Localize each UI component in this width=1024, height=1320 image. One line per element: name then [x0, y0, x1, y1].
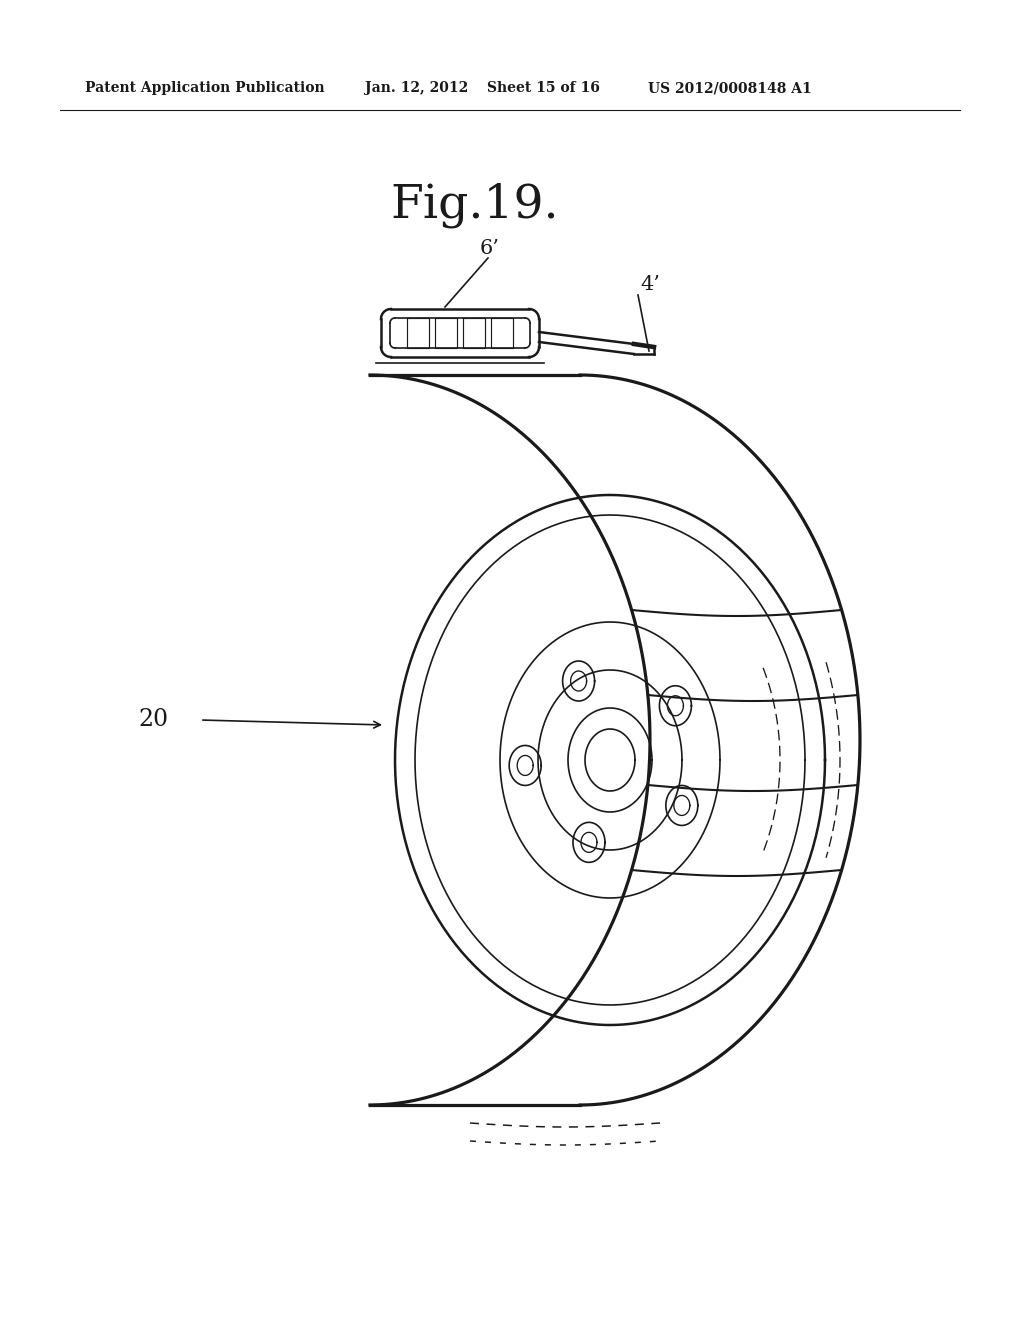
Text: 4’: 4’	[640, 276, 659, 294]
Text: Fig.19.: Fig.19.	[390, 182, 558, 228]
Text: Patent Application Publication: Patent Application Publication	[85, 81, 325, 95]
Text: 6’: 6’	[480, 239, 500, 257]
Text: Jan. 12, 2012: Jan. 12, 2012	[365, 81, 468, 95]
Text: Sheet 15 of 16: Sheet 15 of 16	[487, 81, 600, 95]
Text: 20: 20	[138, 709, 168, 731]
Text: US 2012/0008148 A1: US 2012/0008148 A1	[648, 81, 812, 95]
